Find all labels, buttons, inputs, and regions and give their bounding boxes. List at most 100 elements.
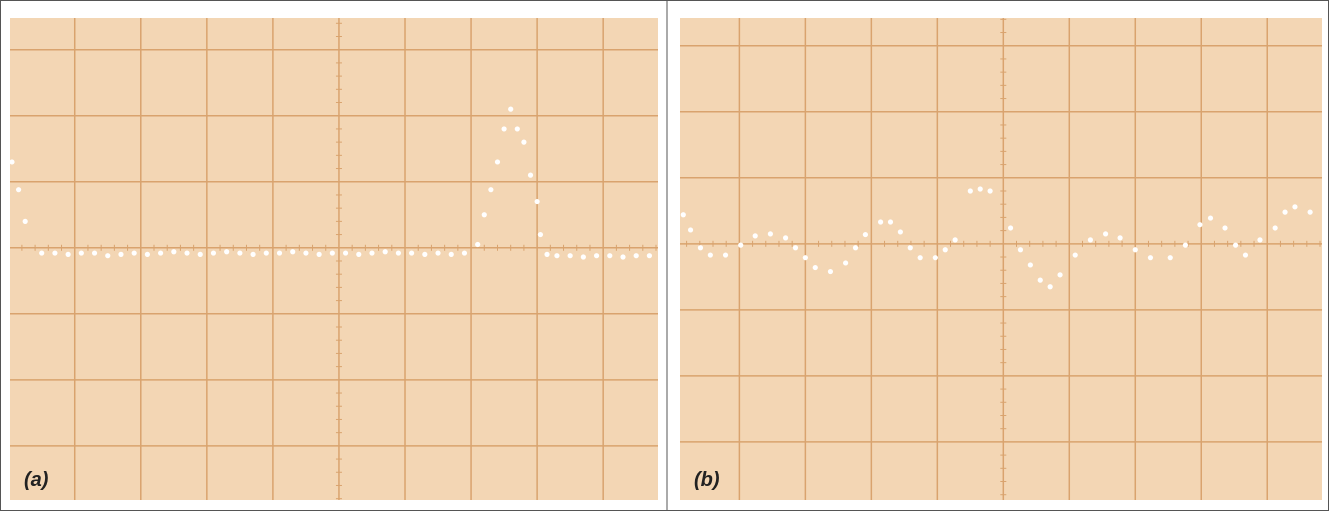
trace-dot xyxy=(1047,284,1053,290)
trace-dot xyxy=(22,218,28,224)
trace-dot xyxy=(782,235,789,241)
trace-dot xyxy=(862,231,869,238)
trace-dot xyxy=(722,252,729,258)
trace-dot xyxy=(131,250,137,256)
trace-dot xyxy=(329,250,335,256)
trace-dot xyxy=(1232,242,1239,248)
trace-dot xyxy=(687,227,694,233)
trace-dot xyxy=(1272,225,1278,231)
trace-dot xyxy=(508,106,514,112)
trace-dot xyxy=(620,254,626,260)
panel-label: (a) xyxy=(24,469,49,491)
trace-dot xyxy=(501,126,507,132)
trace-dot xyxy=(580,254,586,260)
trace-dot xyxy=(633,253,639,259)
trace-dot xyxy=(369,250,375,256)
trace-dot xyxy=(907,245,913,251)
trace-dot xyxy=(1282,209,1288,215)
trace-dot xyxy=(52,250,58,256)
trace-dot xyxy=(707,252,713,258)
trace-dot xyxy=(1257,237,1263,243)
trace-dot xyxy=(680,212,686,218)
trace-dot xyxy=(250,251,256,257)
trace-dot xyxy=(224,249,230,255)
trace-dot xyxy=(91,250,98,256)
trace-dot xyxy=(917,255,923,261)
trace-dot xyxy=(1147,255,1154,261)
trace-dot xyxy=(316,251,322,257)
trace-dot xyxy=(942,247,948,253)
trace-dot xyxy=(544,251,550,257)
trace-dot xyxy=(237,250,243,256)
trace-dot xyxy=(967,188,973,194)
trace-dot xyxy=(738,242,744,248)
trace-dot xyxy=(1072,252,1078,258)
trace-dot xyxy=(932,255,938,261)
trace-dot xyxy=(395,250,402,256)
trace-dot xyxy=(494,159,501,165)
screen xyxy=(10,18,658,500)
trace-dot xyxy=(812,264,818,271)
trace-dot xyxy=(852,245,859,251)
trace-dot xyxy=(197,251,203,257)
trace-dot xyxy=(1057,272,1063,278)
trace-dot xyxy=(15,187,22,193)
trace-dot xyxy=(802,255,808,261)
trace-dot xyxy=(1197,222,1203,228)
trace-dot xyxy=(887,219,894,225)
trace-dot xyxy=(144,251,150,257)
trace-dot xyxy=(593,253,600,259)
trace-dot xyxy=(448,251,454,257)
trace-dot xyxy=(1102,231,1109,237)
trace-dot xyxy=(827,268,834,275)
trace-dot xyxy=(78,250,84,256)
screen xyxy=(680,18,1322,500)
trace-dot xyxy=(537,231,544,238)
trace-dot xyxy=(481,212,487,218)
trace-dot xyxy=(752,233,758,239)
trace-dot xyxy=(276,250,283,256)
trace-dot xyxy=(554,253,560,259)
trace-dot xyxy=(1132,247,1138,253)
trace-dot xyxy=(1222,225,1228,231)
trace-dot xyxy=(697,245,704,251)
trace-dot xyxy=(422,251,428,257)
trace-dot xyxy=(952,237,958,243)
trace-dot xyxy=(567,253,573,259)
trace-dot xyxy=(65,251,71,257)
trace-dot xyxy=(118,251,124,257)
trace-dot xyxy=(646,253,653,259)
trace-dot xyxy=(1242,252,1249,258)
trace-dot xyxy=(987,188,993,194)
trace-dot xyxy=(290,249,296,255)
trace-dot xyxy=(461,250,468,256)
trace-dot xyxy=(534,198,540,205)
trace-dot xyxy=(303,250,309,256)
trace-dot xyxy=(210,250,217,256)
trace-dot xyxy=(792,245,799,251)
trace-dot xyxy=(607,253,613,259)
trace-dot xyxy=(409,250,415,256)
trace-dot xyxy=(1087,237,1094,243)
trace-dot xyxy=(1117,235,1123,241)
trace-dot xyxy=(39,250,45,256)
trace-dot xyxy=(977,186,983,192)
trace-dot xyxy=(1307,209,1313,215)
trace-dot xyxy=(184,250,190,256)
trace-dot xyxy=(843,260,849,266)
trace-dot xyxy=(158,250,164,256)
trace-dot xyxy=(263,250,269,256)
trace-dot xyxy=(356,251,362,257)
trace-dot xyxy=(1037,277,1043,283)
panel-label: (b) xyxy=(694,469,720,491)
trace-dot xyxy=(1007,225,1014,231)
trace-dot xyxy=(342,250,349,256)
trace-dot xyxy=(9,159,15,165)
trace-dot xyxy=(435,250,441,256)
trace-dot xyxy=(105,253,111,259)
trace-dot xyxy=(897,229,903,235)
trace-dot xyxy=(1207,215,1214,221)
trace-dot xyxy=(514,126,520,132)
trace-dot xyxy=(488,187,494,193)
